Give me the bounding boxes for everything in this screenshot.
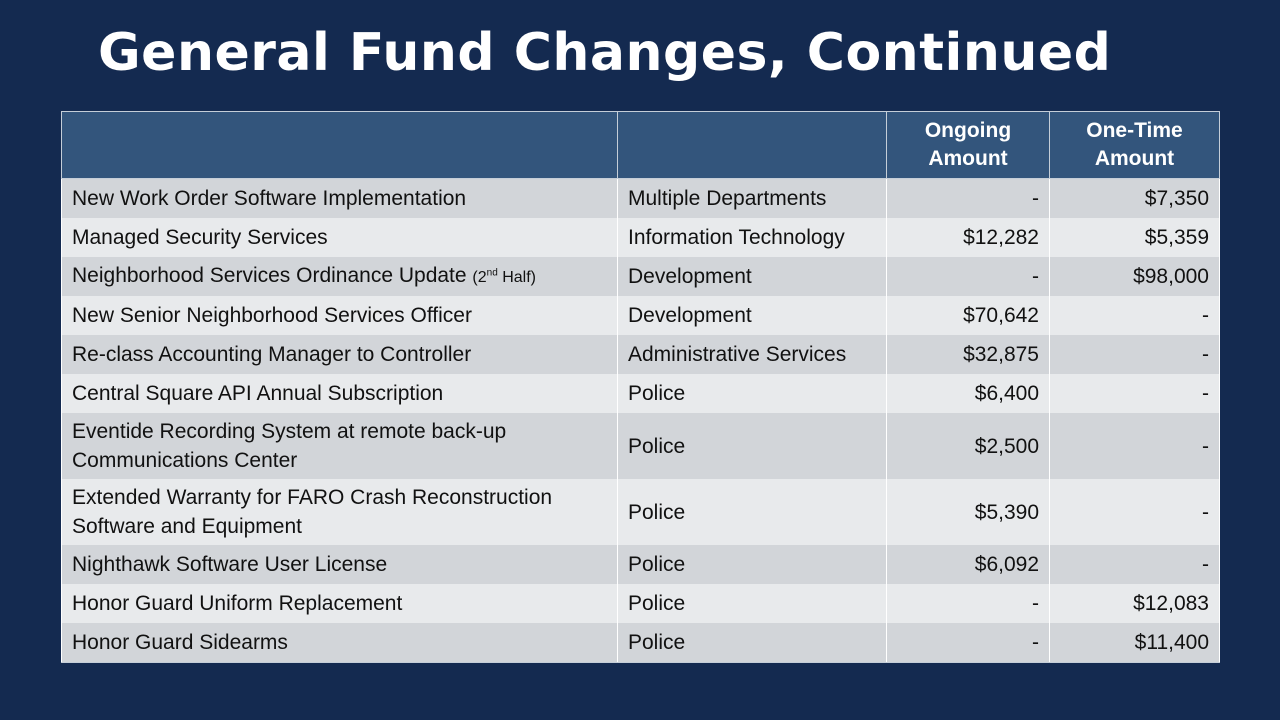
header-one-time-amount: One-Time Amount	[1049, 111, 1220, 179]
item-cell: Managed Security Services	[61, 218, 618, 257]
item-cell: Re-class Accounting Manager to Controlle…	[61, 335, 618, 374]
one-time-amount-cell: -	[1049, 545, 1220, 584]
header-item	[61, 111, 618, 179]
table-row: Re-class Accounting Manager to Controlle…	[61, 335, 1220, 374]
ongoing-amount-cell: -	[886, 623, 1050, 663]
table-row: Honor Guard Uniform Replacement Police -…	[61, 584, 1220, 623]
table-row: Honor Guard Sidearms Police - $11,400	[61, 623, 1220, 663]
department-cell: Police	[617, 374, 887, 413]
header-ongoing-amount: Ongoing Amount	[886, 111, 1050, 179]
one-time-amount-cell: -	[1049, 335, 1220, 374]
item-cell: Honor Guard Uniform Replacement	[61, 584, 618, 623]
ongoing-amount-cell: $32,875	[886, 335, 1050, 374]
item-cell: New Work Order Software Implementation	[61, 178, 618, 218]
ongoing-amount-cell: -	[886, 178, 1050, 218]
one-time-amount-cell: -	[1049, 374, 1220, 413]
department-cell: Multiple Departments	[617, 178, 887, 218]
ongoing-amount-cell: $6,092	[886, 545, 1050, 584]
item-note-post: Half)	[497, 269, 537, 286]
one-time-amount-cell: -	[1049, 479, 1220, 545]
table-row: Neighborhood Services Ordinance Update (…	[61, 257, 1220, 296]
department-cell: Police	[617, 584, 887, 623]
header-department	[617, 111, 887, 179]
table-header-row: Ongoing Amount One-Time Amount	[61, 111, 1220, 179]
ongoing-amount-cell: $70,642	[886, 296, 1050, 335]
item-cell: Nighthawk Software User License	[61, 545, 618, 584]
department-cell: Police	[617, 545, 887, 584]
department-cell: Police	[617, 413, 887, 479]
item-cell: Eventide Recording System at remote back…	[61, 413, 618, 479]
one-time-amount-cell: $5,359	[1049, 218, 1220, 257]
table-row: Extended Warranty for FARO Crash Reconst…	[61, 479, 1220, 545]
department-cell: Information Technology	[617, 218, 887, 257]
table-row: New Work Order Software Implementation M…	[61, 178, 1220, 218]
one-time-amount-cell: -	[1049, 296, 1220, 335]
one-time-amount-cell: $12,083	[1049, 584, 1220, 623]
item-cell: Central Square API Annual Subscription	[61, 374, 618, 413]
table-row: Central Square API Annual Subscription P…	[61, 374, 1220, 413]
department-cell: Administrative Services	[617, 335, 887, 374]
ongoing-amount-cell: $2,500	[886, 413, 1050, 479]
department-cell: Police	[617, 479, 887, 545]
item-note-sup: nd	[486, 267, 498, 279]
one-time-amount-cell: $11,400	[1049, 623, 1220, 663]
slide-title: General Fund Changes, Continued	[98, 23, 1112, 83]
item-cell: Honor Guard Sidearms	[61, 623, 618, 663]
department-cell: Development	[617, 296, 887, 335]
ongoing-amount-cell: $6,400	[886, 374, 1050, 413]
department-cell: Development	[617, 257, 887, 296]
table-row: New Senior Neighborhood Services Officer…	[61, 296, 1220, 335]
item-cell: Extended Warranty for FARO Crash Reconst…	[61, 479, 618, 545]
ongoing-amount-cell: -	[886, 584, 1050, 623]
one-time-amount-cell: -	[1049, 413, 1220, 479]
department-cell: Police	[617, 623, 887, 663]
item-note-pre: (2	[472, 269, 487, 286]
item-cell: New Senior Neighborhood Services Officer	[61, 296, 618, 335]
table-row: Managed Security Services Information Te…	[61, 218, 1220, 257]
ongoing-amount-cell: $12,282	[886, 218, 1050, 257]
ongoing-amount-cell: $5,390	[886, 479, 1050, 545]
table-row: Eventide Recording System at remote back…	[61, 413, 1220, 479]
item-cell: Neighborhood Services Ordinance Update (…	[61, 257, 618, 296]
table-row: Nighthawk Software User License Police $…	[61, 545, 1220, 584]
one-time-amount-cell: $7,350	[1049, 178, 1220, 218]
general-fund-table: Ongoing Amount One-Time Amount New Work …	[61, 111, 1220, 663]
ongoing-amount-cell: -	[886, 257, 1050, 296]
item-note: (2nd Half)	[472, 267, 537, 286]
one-time-amount-cell: $98,000	[1049, 257, 1220, 296]
item-text: Neighborhood Services Ordinance Update	[72, 264, 467, 287]
